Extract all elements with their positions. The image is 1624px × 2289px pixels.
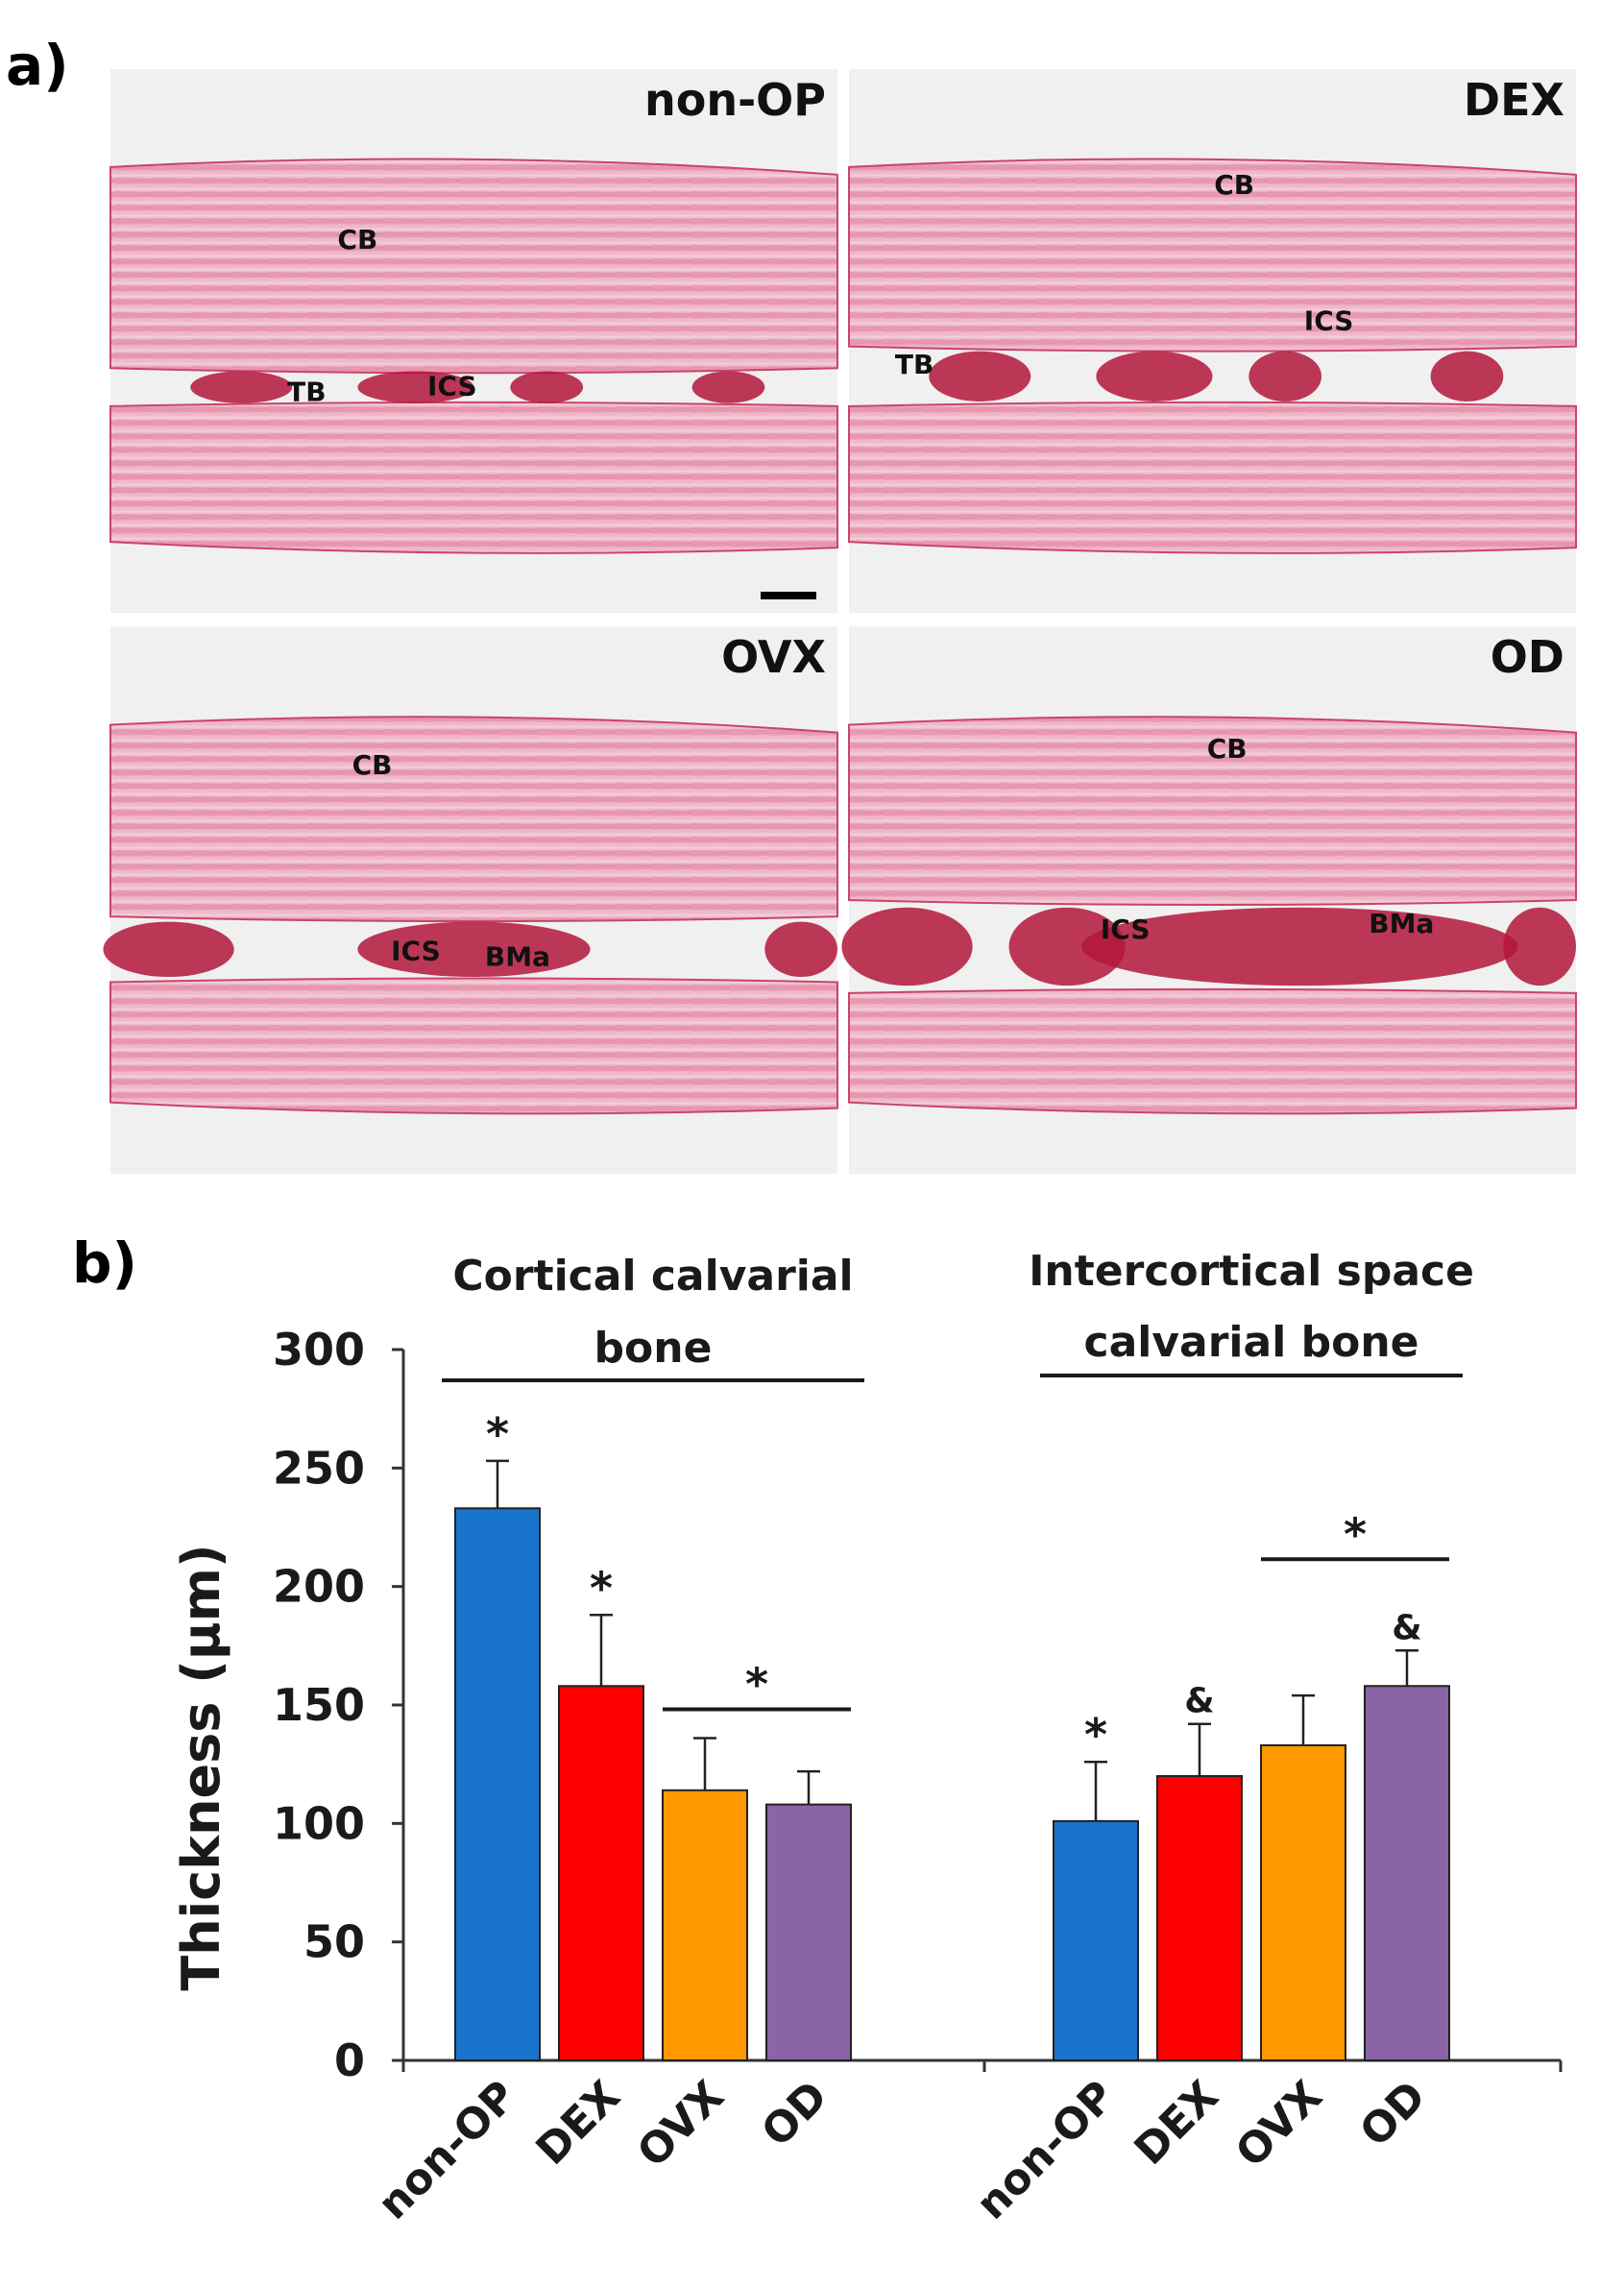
y-tick-label: 300 xyxy=(273,1324,365,1376)
y-axis-title: Thickness (µm) xyxy=(171,1544,231,1990)
bar-dex xyxy=(558,1685,644,2062)
histology-panel-non-op: CB TB ICS non-OP xyxy=(109,69,838,613)
marrow-island xyxy=(1008,907,1126,986)
bar-ovx xyxy=(1260,1743,1346,2062)
significance-mark: & xyxy=(1184,1682,1214,1721)
y-tick-label: 50 xyxy=(303,1916,365,1968)
cortical-bone-lower xyxy=(848,987,1577,1115)
annotation-ics: ICS xyxy=(391,936,441,967)
marrow-island xyxy=(1503,907,1576,986)
significance-mark: * xyxy=(1084,1709,1107,1761)
marrow-island xyxy=(691,371,765,403)
x-tick-label: OVX xyxy=(1226,2072,1332,2178)
annotation-cb: CB xyxy=(1214,169,1254,201)
panel-group-label: non-OP xyxy=(644,74,826,126)
bracket-mark: * xyxy=(1344,1508,1367,1560)
x-tick-label: DEX xyxy=(527,2072,630,2175)
panel-group-label: DEX xyxy=(1464,74,1564,126)
significance-mark: * xyxy=(590,1562,613,1614)
y-tick-label: 150 xyxy=(273,1679,365,1731)
marrow-island xyxy=(929,351,1031,402)
marrow-island xyxy=(357,371,474,403)
annotation-ics: ICS xyxy=(1304,305,1354,337)
cortical-bone-upper xyxy=(109,158,838,375)
cortical-bone-lower xyxy=(848,401,1577,554)
bar-ovx xyxy=(662,1789,748,2062)
histology-panel-od: CB ICS BMa OD xyxy=(841,626,1577,1174)
marrow-island xyxy=(1096,351,1213,402)
panel-a-label: a) xyxy=(6,33,69,98)
panel-group-label: OVX xyxy=(721,631,826,683)
significance-mark: * xyxy=(486,1408,509,1460)
scale-bar xyxy=(761,592,816,599)
cortical-bone-upper xyxy=(848,158,1577,353)
annotation-tb: TB xyxy=(895,349,933,380)
marrow-island xyxy=(841,907,973,986)
x-tick-label: OD xyxy=(1350,2072,1435,2156)
bar-od xyxy=(1364,1685,1450,2062)
cortical-bone-upper xyxy=(848,716,1577,906)
histology-panel-ovx: CB ICS BMa OVX xyxy=(103,626,838,1174)
bar-non-op xyxy=(1053,1819,1139,2062)
bar-od xyxy=(765,1803,852,2061)
y-tick-label: 0 xyxy=(334,2034,365,2086)
x-tick-label: OD xyxy=(752,2072,836,2156)
annotation-ics: ICS xyxy=(427,371,477,402)
cortical-bone-lower xyxy=(109,977,838,1115)
annotation-cb: CB xyxy=(1207,733,1248,765)
marrow-island xyxy=(1248,351,1322,402)
marrow-island xyxy=(1081,907,1518,986)
group2-title-line1: Intercortical space xyxy=(1029,1247,1474,1296)
x-tick-label: non-OP xyxy=(967,2072,1125,2229)
marrow-island xyxy=(357,921,591,978)
bar-non-op xyxy=(454,1507,541,2062)
marrow-island xyxy=(1430,351,1504,402)
annotation-cb: CB xyxy=(337,224,377,256)
x-tick-label: OVX xyxy=(628,2072,734,2178)
x-tick-label: non-OP xyxy=(369,2072,526,2229)
marrow-island xyxy=(103,921,234,978)
marrow-island xyxy=(510,371,584,403)
annotation-ics: ICS xyxy=(1101,913,1151,945)
y-tick-label: 100 xyxy=(273,1797,365,1849)
cortical-bone-upper xyxy=(109,716,838,923)
y-tick-label: 250 xyxy=(273,1442,365,1494)
group2-title-line2: calvarial bone xyxy=(1084,1318,1419,1367)
panel-group-label: OD xyxy=(1491,631,1564,683)
marrow-island xyxy=(764,921,838,978)
group1-title-line1: Cortical calvarial xyxy=(452,1252,853,1301)
cortical-bone-lower xyxy=(109,401,838,554)
annotation-tb: TB xyxy=(287,376,326,407)
bracket-mark: * xyxy=(745,1659,768,1711)
histology-panels: CB TB ICS non-OP CB TB ICS DEX CB ICS BMa OVX CB ICS B… xyxy=(103,69,1577,1174)
annotation-bma: BMa xyxy=(485,940,550,972)
x-tick-label: DEX xyxy=(1126,2072,1228,2175)
annotation-cb: CB xyxy=(352,749,393,781)
annotation-bma: BMa xyxy=(1369,908,1434,939)
panel-b-label: b) xyxy=(72,1230,137,1296)
y-tick-label: 200 xyxy=(273,1561,365,1613)
bar-dex xyxy=(1156,1775,1243,2061)
group1-title-line2: bone xyxy=(594,1324,713,1373)
histology-panel-dex: CB TB ICS DEX xyxy=(848,69,1577,613)
significance-mark: & xyxy=(1392,1608,1421,1647)
marrow-island xyxy=(190,371,293,403)
